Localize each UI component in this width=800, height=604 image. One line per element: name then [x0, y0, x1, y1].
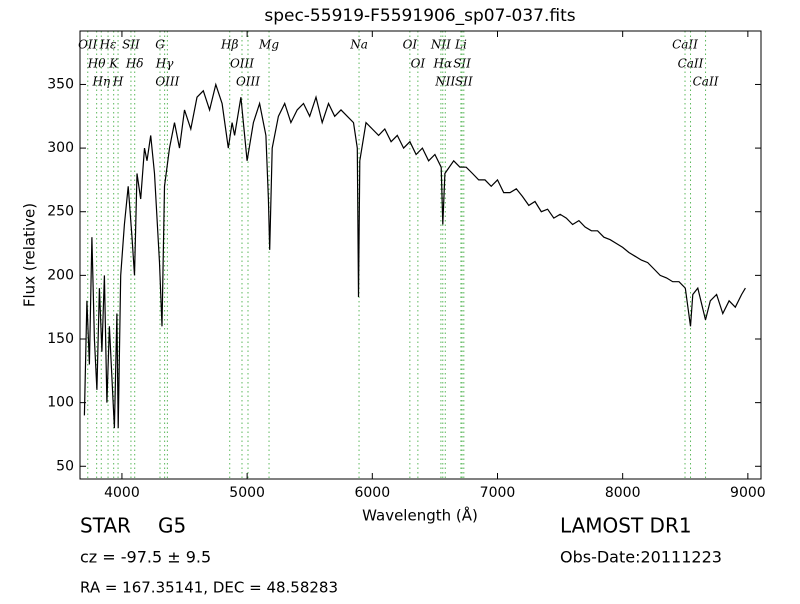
- spectrum-line: [83, 82, 746, 429]
- spectral-line-label: Hθ: [87, 57, 106, 71]
- spectral-line-label: OIII: [155, 75, 179, 89]
- y-tick-label: 100: [47, 395, 74, 411]
- obs-date: Obs-Date:20111223: [560, 548, 722, 567]
- spectral-line-label: Hγ: [155, 57, 174, 71]
- x-tick-label: 9000: [730, 485, 766, 501]
- spectral-line-label: Na: [349, 38, 368, 52]
- x-tick-label: 6000: [354, 485, 390, 501]
- spectral-line-label: OII: [78, 38, 98, 52]
- x-tick-label: 7000: [480, 485, 516, 501]
- subclass: G5: [158, 514, 186, 538]
- spectral-line-label: Hδ: [125, 57, 144, 71]
- chart-title: spec-55919-F5591906_sp07-037.fits: [264, 6, 575, 26]
- spectral-line-label: OIII: [236, 75, 260, 89]
- object-class: STAR: [80, 514, 131, 538]
- spectral-line-label: Hε: [99, 38, 117, 52]
- y-tick-label: 150: [47, 331, 74, 347]
- y-tick-label: 200: [47, 267, 74, 283]
- spectral-line-label: OIII: [230, 57, 254, 71]
- spectral-line-label: Hη: [91, 75, 110, 89]
- spectral-line-label: Mg: [258, 38, 279, 52]
- spectral-line-label: SII: [455, 75, 473, 89]
- spectral-line-label: CaII: [693, 75, 719, 89]
- y-tick-label: 250: [47, 204, 74, 220]
- spectral-line-label: NII: [430, 38, 451, 52]
- x-tick-label: 5000: [229, 485, 265, 501]
- spectral-line-label: K: [108, 57, 119, 71]
- spectral-line-label: Hβ: [220, 38, 238, 52]
- spectral-line-label: H: [112, 75, 124, 89]
- y-tick-label: 50: [56, 458, 74, 474]
- spectral-line-label: OI: [403, 38, 418, 52]
- y-tick-label: 350: [47, 76, 74, 92]
- spectral-line-label: NII: [434, 75, 455, 89]
- spectral-line-label: OI: [411, 57, 426, 71]
- spectral-line-label: CaII: [678, 57, 704, 71]
- coordinates: RA = 167.35141, DEC = 48.58283: [80, 579, 338, 597]
- spectral-line-label: Li: [454, 38, 467, 52]
- survey: LAMOST DR1: [560, 514, 692, 538]
- redshift: cz = -97.5 ± 9.5: [80, 548, 211, 567]
- y-axis-label: Flux (relative): [21, 203, 39, 307]
- spectral-line-label: SII: [453, 57, 471, 71]
- x-axis-label: Wavelength (Å): [362, 506, 478, 525]
- y-tick-label: 300: [47, 140, 74, 156]
- spectral-line-label: Hα: [432, 57, 452, 71]
- plot-frame: [79, 30, 762, 480]
- x-tick-label: 4000: [104, 485, 140, 501]
- spectral-line-label: G: [155, 38, 165, 52]
- x-tick-label: 8000: [605, 485, 641, 501]
- spectral-line-label: CaII: [672, 38, 698, 52]
- spectral-line-label: SII: [122, 38, 140, 52]
